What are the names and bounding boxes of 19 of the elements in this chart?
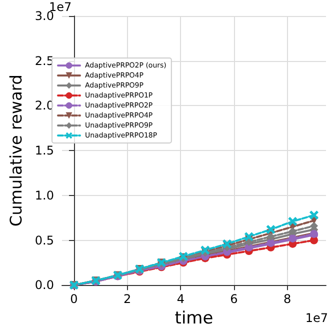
text: 1e7 bbox=[305, 311, 328, 325]
x-tick-label: 8 bbox=[284, 292, 292, 306]
x-tick-label: 2 bbox=[124, 292, 132, 306]
point bbox=[310, 210, 318, 220]
point bbox=[266, 232, 275, 241]
y-tick-label: 0.5 bbox=[34, 233, 54, 248]
x-axis-title: time bbox=[174, 308, 214, 328]
y-tick-label: 1.0 bbox=[34, 188, 54, 202]
x-tick-label: 0 bbox=[70, 292, 78, 306]
y-tick-label: 1.5 bbox=[34, 144, 54, 158]
point bbox=[222, 239, 232, 248]
point bbox=[266, 224, 276, 234]
point bbox=[244, 232, 254, 242]
x-tick-label: 4 bbox=[176, 292, 184, 306]
point bbox=[288, 227, 297, 236]
y-tick-label: 0.0 bbox=[34, 278, 54, 292]
y-axis-title: Cumulative reward bbox=[6, 74, 26, 226]
point bbox=[288, 216, 298, 226]
x-tick-label: 6 bbox=[230, 292, 238, 306]
